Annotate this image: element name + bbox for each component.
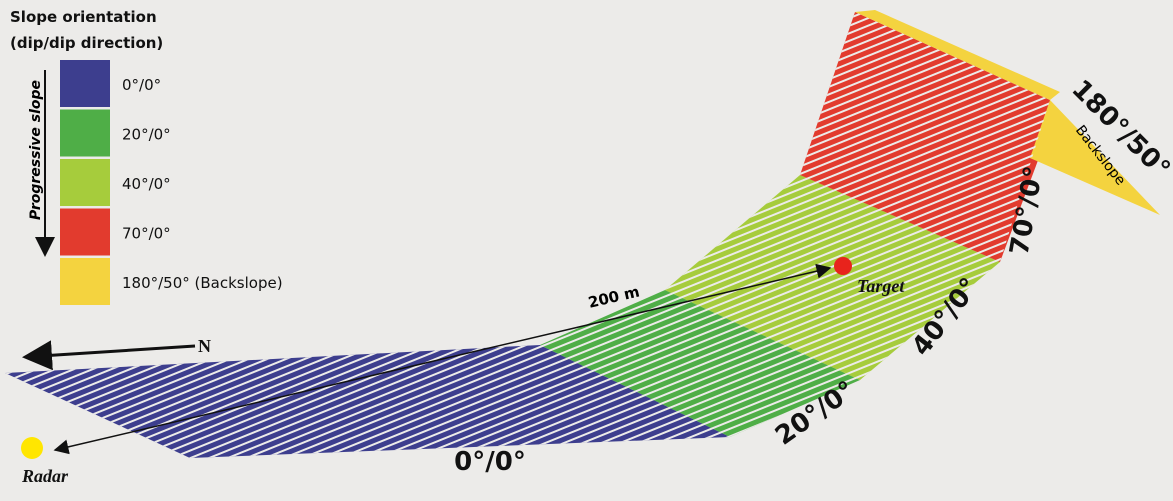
legend-swatch xyxy=(60,258,110,305)
legend-title: Slope orientation xyxy=(10,8,157,26)
radar-marker xyxy=(21,437,43,459)
backslope xyxy=(1030,100,1160,215)
legend: 0°/0° 20°/0° 40°/0° 70°/0° 180°/50° (Backslo… xyxy=(60,60,283,305)
legend-swatch xyxy=(60,109,110,157)
north-arrow xyxy=(22,340,196,371)
north-label: N xyxy=(198,336,211,356)
progressive-label: Progressive slope xyxy=(28,80,44,220)
legend-swatch xyxy=(60,60,110,107)
legend-label: 180°/50° (Backslope) xyxy=(122,274,283,292)
distance-arrow xyxy=(53,263,832,455)
target-marker xyxy=(834,257,852,275)
legend-label: 40°/0° xyxy=(122,175,171,193)
legend-swatch xyxy=(60,208,110,256)
slope-top xyxy=(855,10,1060,100)
target-label: Target xyxy=(857,276,905,296)
legend-swatch xyxy=(60,159,110,206)
slope-label: 0°/0° xyxy=(454,447,526,477)
legend-label: 20°/0° xyxy=(122,126,171,144)
legend-label: 0°/0° xyxy=(122,76,161,94)
radar-label: Radar xyxy=(21,466,69,486)
legend-title: (dip/dip direction) xyxy=(10,34,163,52)
legend-label: 70°/0° xyxy=(122,225,171,243)
